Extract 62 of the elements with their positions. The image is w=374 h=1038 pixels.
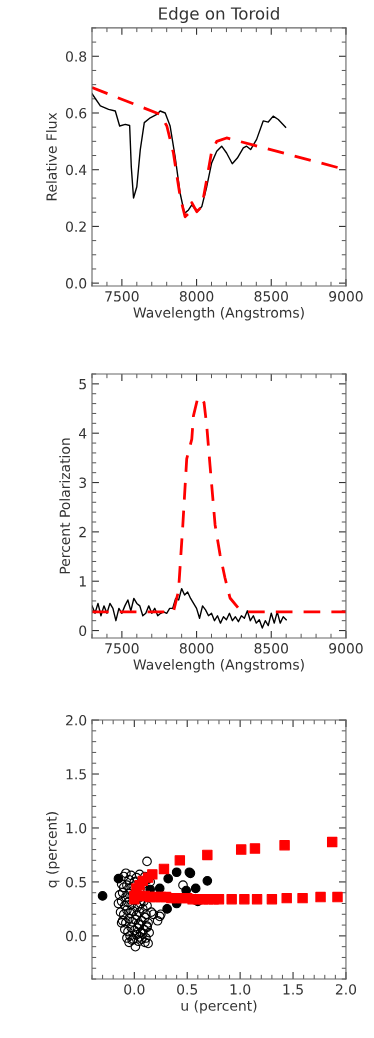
- point: [281, 892, 292, 904]
- x-tick-label: 9000: [329, 643, 363, 654]
- y-tick-label: 3: [79, 477, 87, 489]
- y-tick-label: 0.4: [65, 164, 87, 176]
- point: [297, 892, 308, 904]
- y-tick-label: 2.0: [66, 715, 87, 726]
- x-tick-label: 8500: [254, 291, 289, 302]
- y-tick-label: 0.2: [65, 221, 86, 232]
- y-tick-label: 4: [78, 428, 87, 439]
- y-tick-label: 1: [79, 576, 86, 587]
- x-axis-title: u (percent): [181, 1000, 257, 1014]
- y-tick-label: 1.5: [66, 769, 86, 780]
- x-tick-label: 1.0: [230, 984, 251, 995]
- point: [202, 876, 213, 886]
- y-tick-label: 5: [79, 379, 86, 390]
- y-tick-label: 0.6: [65, 107, 87, 119]
- point: [147, 869, 158, 880]
- y-tick-label: 0.8: [65, 51, 87, 62]
- point: [171, 867, 182, 878]
- y-axis-title: Relative Flux: [46, 112, 57, 201]
- point: [332, 891, 343, 903]
- point: [315, 891, 326, 903]
- x-tick-label: 8000: [179, 643, 214, 654]
- x-tick-label: 0.0: [124, 984, 145, 995]
- point: [202, 849, 213, 861]
- y-axis-title: q (percent): [46, 812, 60, 888]
- x-tick-label: 1.5: [283, 984, 303, 995]
- point: [279, 840, 290, 851]
- point: [174, 855, 186, 866]
- y-tick-label: 2: [79, 526, 86, 538]
- y-axis-title: Percent Polarization: [59, 438, 71, 574]
- x-tick-label: 8000: [179, 291, 214, 302]
- x-tick-label: 2.0: [335, 984, 357, 995]
- point: [266, 893, 278, 905]
- x-tick-label: 8500: [254, 643, 289, 654]
- point: [226, 893, 237, 905]
- x-tick-label: 9000: [329, 291, 363, 302]
- y-tick-label: 0: [79, 625, 87, 637]
- point: [249, 843, 261, 854]
- y-tick-label: 0.5: [65, 876, 86, 888]
- x-tick-label: 0.5: [177, 984, 198, 995]
- point: [326, 836, 338, 848]
- point: [97, 891, 108, 901]
- x-tick-label: 7500: [105, 643, 139, 654]
- line-series: [92, 587, 287, 629]
- x-axis-title: Wavelength (Angstroms): [133, 659, 304, 673]
- point: [158, 863, 170, 875]
- y-tick-label: 0.0: [65, 278, 87, 289]
- y-tick-label: 0.0: [65, 930, 87, 942]
- x-tick-label: 7500: [105, 291, 139, 302]
- point: [162, 904, 172, 914]
- y-tick-label: 1.0: [66, 822, 87, 834]
- chart-title: Edge on Toroid: [159, 6, 279, 24]
- line-series: [92, 93, 287, 215]
- point: [190, 883, 201, 894]
- point: [239, 893, 250, 905]
- point: [163, 873, 174, 884]
- point: [235, 844, 247, 855]
- x-axis-title: Wavelength (Angstroms): [133, 307, 304, 321]
- point: [251, 893, 263, 905]
- point: [113, 873, 124, 884]
- point: [213, 893, 225, 905]
